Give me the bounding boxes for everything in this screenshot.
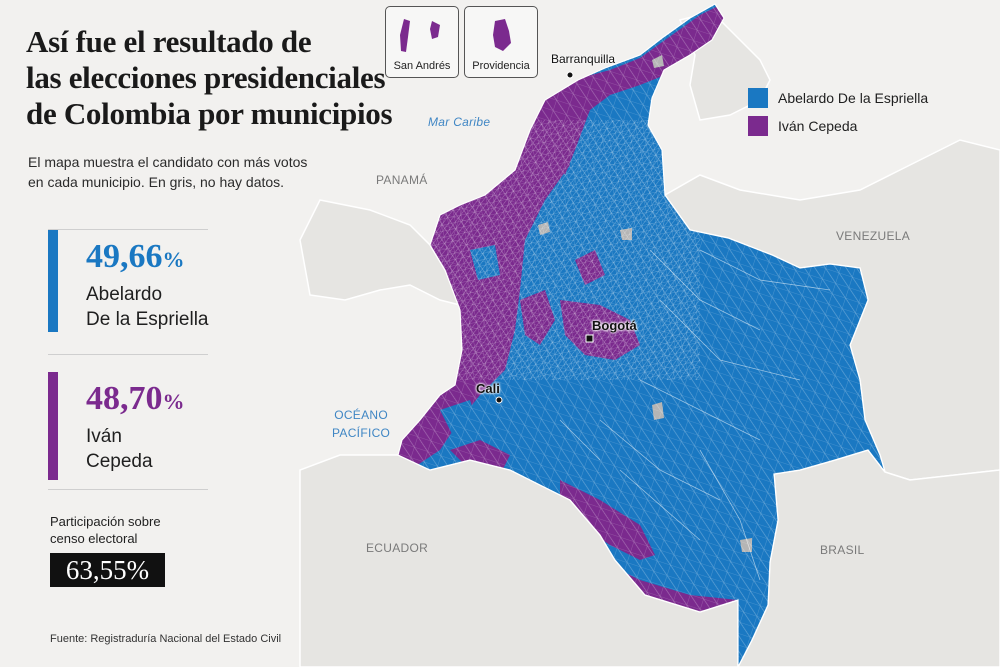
- country-label-venezuela: VENEZUELA: [836, 229, 911, 243]
- title-line: de Colombia por municipios: [26, 96, 393, 131]
- city-markers: [495, 71, 594, 404]
- country-label-ecuador: ECUADOR: [366, 541, 429, 555]
- divider: [48, 354, 208, 355]
- subtitle-line: en cada municipio. En gris, no hay datos…: [28, 174, 285, 190]
- ocean-label: OCÉANO PACÍFICO: [332, 408, 391, 440]
- inset-san-andres: San Andrés: [385, 6, 459, 78]
- title-line: las elecciones presidenciales: [26, 60, 386, 95]
- city-label-cali: Cali: [476, 381, 500, 396]
- providencia-shape-icon: [493, 19, 511, 51]
- subtitle: El mapa muestra el candidato con más vot…: [28, 152, 328, 192]
- legend: Abelardo De la Espriella Iván Cepeda: [748, 88, 928, 144]
- legend-item: Iván Cepeda: [748, 116, 928, 136]
- result-percent: 48,70%: [86, 380, 185, 417]
- result-cepeda: 48,70% Iván Cepeda: [48, 372, 208, 480]
- result-candidate-name: Abelardo De la Espriella: [86, 284, 209, 330]
- participation-label: Participación sobre censo electoral: [50, 514, 161, 546]
- result-espriella: 49,66% Abelardo De la Espriella: [48, 230, 209, 332]
- legend-label: Abelardo De la Espriella: [778, 90, 929, 106]
- inset-providencia: Providencia: [464, 6, 538, 78]
- legend-item: Abelardo De la Espriella: [748, 88, 928, 108]
- divider: [48, 489, 208, 490]
- color-bar: [48, 372, 58, 480]
- result-percent: 49,66%: [86, 238, 185, 275]
- legend-label: Iván Cepeda: [778, 118, 858, 134]
- result-candidate-name: Iván Cepeda: [86, 426, 153, 472]
- sea-label: Mar Caribe: [428, 115, 491, 129]
- subtitle-line: El mapa muestra el candidato con más vot…: [28, 154, 308, 170]
- city-label-bogota: Bogotá: [592, 318, 637, 333]
- divider: [48, 229, 208, 230]
- country-label-brasil: BRASIL: [820, 543, 865, 557]
- legend-swatch: [748, 116, 768, 136]
- inset-label: San Andrés: [393, 60, 451, 72]
- inset-label: Providencia: [472, 60, 530, 72]
- page-title: Así fue el resultado de las elecciones p…: [26, 24, 393, 132]
- country-label-panama: PANAMÁ: [376, 173, 428, 187]
- title-line: Así fue el resultado de: [26, 24, 312, 59]
- source-note: Fuente: Registraduría Nacional del Estad…: [50, 633, 282, 645]
- color-bar: [48, 230, 58, 332]
- neighbor-land: [299, 11, 1000, 667]
- san-andres-shape-icon: [400, 19, 440, 52]
- city-label-barranquilla: Barranquilla: [551, 52, 616, 66]
- legend-swatch: [748, 88, 768, 108]
- participation-value: 63,55%: [50, 553, 165, 587]
